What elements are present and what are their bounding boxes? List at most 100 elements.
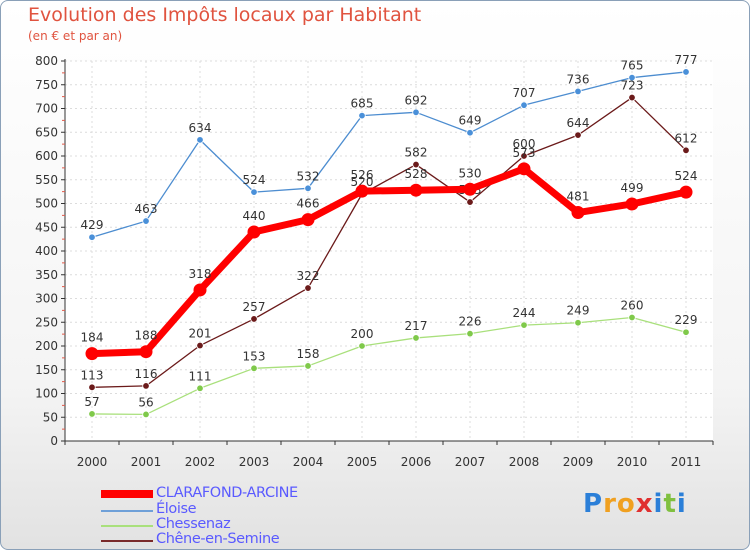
data-label-chessenaz: 56 xyxy=(138,395,153,409)
logo-letter: r xyxy=(603,489,617,519)
data-label-eloise: 463 xyxy=(135,202,158,216)
x-tick-label: 2006 xyxy=(401,455,432,469)
x-tick-label: 2008 xyxy=(509,455,540,469)
data-point-chene-en-semine xyxy=(250,315,258,323)
data-point-chessenaz xyxy=(412,334,420,342)
data-point-eloise xyxy=(142,217,150,225)
data-point-clarafond-arcine xyxy=(679,185,693,199)
data-label-chene-en-semine: 612 xyxy=(675,131,698,145)
data-point-chessenaz xyxy=(682,328,690,336)
logo-letter: x xyxy=(635,489,654,519)
logo-letter: i xyxy=(676,489,687,519)
data-point-eloise xyxy=(682,68,690,76)
data-label-chessenaz: 200 xyxy=(351,327,374,341)
x-tick-label: 2005 xyxy=(347,455,378,469)
y-tick-label: 350 xyxy=(35,268,58,282)
data-label-chene-en-semine: 520 xyxy=(351,175,374,189)
data-point-eloise xyxy=(466,129,474,137)
data-label-clarafond-arcine: 526 xyxy=(351,168,374,182)
legend-swatch-chene-en-semine xyxy=(101,540,153,542)
data-label-chene-en-semine: 582 xyxy=(405,146,428,160)
data-label-chessenaz: 229 xyxy=(675,313,698,327)
data-point-chene-en-semine xyxy=(304,284,312,292)
data-label-chessenaz: 57 xyxy=(84,395,99,409)
data-label-clarafond-arcine: 466 xyxy=(297,197,320,211)
y-tick-label: 50 xyxy=(43,410,58,424)
legend-swatch-eloise xyxy=(101,510,153,512)
x-tick-label: 2011 xyxy=(671,455,702,469)
y-tick-label: 700 xyxy=(35,102,58,116)
data-point-clarafond-arcine xyxy=(571,206,585,220)
data-label-chessenaz: 217 xyxy=(405,319,428,333)
data-point-chessenaz xyxy=(250,364,258,373)
x-tick-label: 2010 xyxy=(617,455,648,469)
y-tick-label: 100 xyxy=(35,387,58,401)
logo-letter: P xyxy=(583,489,604,519)
series-line-chessenaz xyxy=(91,316,687,416)
data-point-chessenaz xyxy=(358,342,366,350)
data-point-chessenaz xyxy=(574,319,582,327)
series-line-eloise xyxy=(91,71,687,238)
chart-subtitle: (en € et par an) xyxy=(28,29,123,43)
y-tick-label: 600 xyxy=(35,149,58,163)
data-point-eloise xyxy=(412,108,420,116)
y-tick-label: 300 xyxy=(35,292,58,306)
data-point-clarafond-arcine xyxy=(247,225,261,239)
y-tick-label: 250 xyxy=(35,315,58,329)
data-label-clarafond-arcine: 188 xyxy=(135,329,158,343)
chart-title: Evolution des Impôts locaux par Habitant xyxy=(28,4,422,26)
data-point-eloise xyxy=(574,87,582,96)
y-tick-label: 150 xyxy=(35,363,58,377)
data-label-eloise: 765 xyxy=(621,59,644,73)
data-label-eloise: 707 xyxy=(513,86,536,100)
data-point-eloise xyxy=(88,233,96,241)
data-label-chessenaz: 153 xyxy=(243,349,266,363)
data-label-chessenaz: 244 xyxy=(513,306,536,320)
data-point-eloise xyxy=(196,136,204,144)
data-point-clarafond-arcine xyxy=(355,184,369,198)
logo-letter: t xyxy=(663,489,677,519)
data-label-clarafond-arcine: 318 xyxy=(189,267,212,281)
data-label-chessenaz: 260 xyxy=(621,299,644,313)
data-point-chessenaz xyxy=(304,362,312,370)
legend-swatch-chessenaz xyxy=(101,525,153,527)
y-tick-label: 650 xyxy=(35,125,58,139)
data-point-clarafond-arcine xyxy=(85,347,99,361)
data-point-eloise xyxy=(358,111,366,120)
y-tick-label: 200 xyxy=(35,339,58,353)
data-point-chene-en-semine xyxy=(196,341,204,350)
data-point-chessenaz xyxy=(628,313,636,322)
data-label-eloise: 532 xyxy=(297,169,320,183)
data-label-chessenaz: 226 xyxy=(459,315,482,329)
x-tick-label: 2009 xyxy=(563,455,594,469)
legend-label-chene-en-semine: Chêne-en-Semine xyxy=(156,531,280,547)
data-point-eloise xyxy=(520,101,528,109)
data-label-chessenaz: 111 xyxy=(189,369,212,383)
data-point-chene-en-semine xyxy=(412,160,420,169)
data-label-clarafond-arcine: 524 xyxy=(675,169,698,183)
y-tick-label: 500 xyxy=(35,197,58,211)
data-label-eloise: 429 xyxy=(81,218,104,232)
data-point-clarafond-arcine xyxy=(409,183,423,197)
data-point-clarafond-arcine xyxy=(625,197,639,211)
x-tick-label: 2002 xyxy=(185,455,216,469)
data-point-chessenaz xyxy=(142,410,150,419)
data-point-chene-en-semine xyxy=(574,131,582,139)
y-tick-label: 750 xyxy=(35,78,58,92)
data-point-clarafond-arcine xyxy=(301,213,315,227)
data-label-clarafond-arcine: 530 xyxy=(459,166,482,180)
data-label-chene-en-semine: 600 xyxy=(513,137,536,151)
legend-label-chessenaz: Chessenaz xyxy=(156,516,231,532)
data-label-chene-en-semine: 201 xyxy=(189,327,212,341)
data-point-eloise xyxy=(304,184,312,192)
x-tick-label: 2000 xyxy=(77,455,108,469)
y-tick-label: 450 xyxy=(35,220,58,234)
proxiti-logo: Proxiti xyxy=(583,489,687,519)
y-tick-label: 400 xyxy=(35,244,58,258)
data-point-chessenaz xyxy=(520,321,528,329)
logo-letter: i xyxy=(653,489,664,519)
series-line-chene-en-semine xyxy=(91,96,687,388)
y-tick-label: 800 xyxy=(35,54,58,68)
series-line-clarafond-arcine xyxy=(91,165,687,358)
